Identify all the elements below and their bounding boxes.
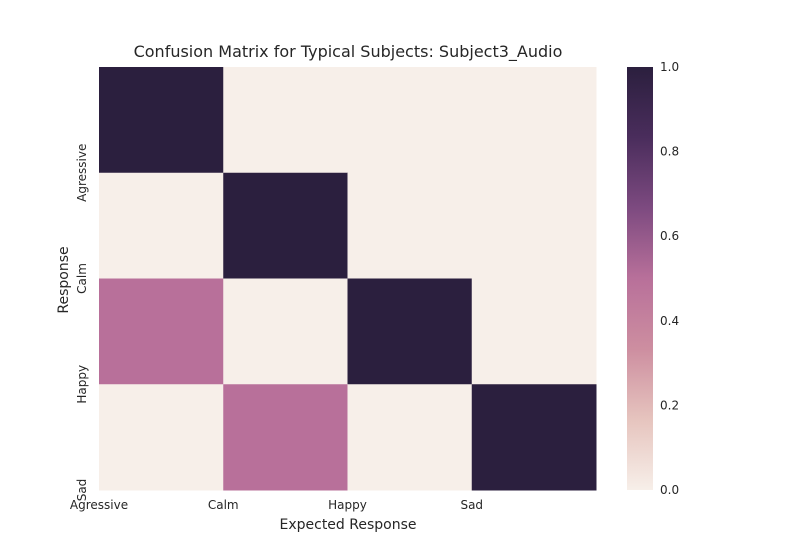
x-axis-label: Expected Response xyxy=(279,517,416,533)
x-tick-label: Agressive xyxy=(70,498,128,512)
colorbar-tick-label: 0.4 xyxy=(660,314,679,328)
heatmap-cell-r0-c0 xyxy=(99,67,224,174)
x-tick-label: Sad xyxy=(460,498,483,512)
heatmap-cell-r0-c1 xyxy=(223,67,348,174)
heatmap-cell-r1-c0 xyxy=(99,172,224,279)
colorbar-tick-label: 1.0 xyxy=(660,60,679,74)
heatmap-cell-r3-c3 xyxy=(471,384,597,491)
heatmap-cell-r0-c3 xyxy=(471,67,597,174)
heatmap-cell-r3-c2 xyxy=(347,384,473,491)
heatmap-cell-r2-c1 xyxy=(223,278,348,385)
y-axis-label: Response xyxy=(56,246,72,313)
heatmap-cell-r2-c3 xyxy=(471,278,597,385)
colorbar-tick-label: 0.8 xyxy=(660,145,679,159)
colorbar-tick-labels: 0.0 0.2 0.4 0.6 0.8 1.0 xyxy=(660,60,679,497)
heatmap-cell-r1-c1 xyxy=(223,172,348,279)
chart-title: Confusion Matrix for Typical Subjects: S… xyxy=(134,42,563,62)
y-tick-label: Happy xyxy=(75,365,89,404)
x-tick-label: Happy xyxy=(328,498,367,512)
heatmap-cell-r3-c1 xyxy=(223,384,348,491)
y-tick-label: Agressive xyxy=(75,144,89,202)
heatmap-cell-r0-c2 xyxy=(347,67,473,174)
heatmap-cells xyxy=(99,67,597,491)
heatmap-cell-r1-c3 xyxy=(471,172,597,279)
colorbar-tick-label: 0.2 xyxy=(660,398,679,412)
heatmap-cell-r1-c2 xyxy=(347,172,473,279)
colorbar xyxy=(627,67,653,490)
y-tick-labels: Agressive Calm Happy Sad xyxy=(75,144,89,502)
heatmap-cell-r2-c2 xyxy=(347,278,473,385)
y-tick-label: Sad xyxy=(75,479,89,502)
heatmap-cell-r2-c0 xyxy=(99,278,224,385)
y-tick-label: Calm xyxy=(75,263,89,294)
x-tick-labels: Agressive Calm Happy Sad xyxy=(70,498,483,512)
x-tick-label: Calm xyxy=(208,498,239,512)
heatmap-cell-r3-c0 xyxy=(99,384,224,491)
colorbar-tick-label: 0.6 xyxy=(660,229,679,243)
colorbar-tick-label: 0.0 xyxy=(660,483,679,497)
